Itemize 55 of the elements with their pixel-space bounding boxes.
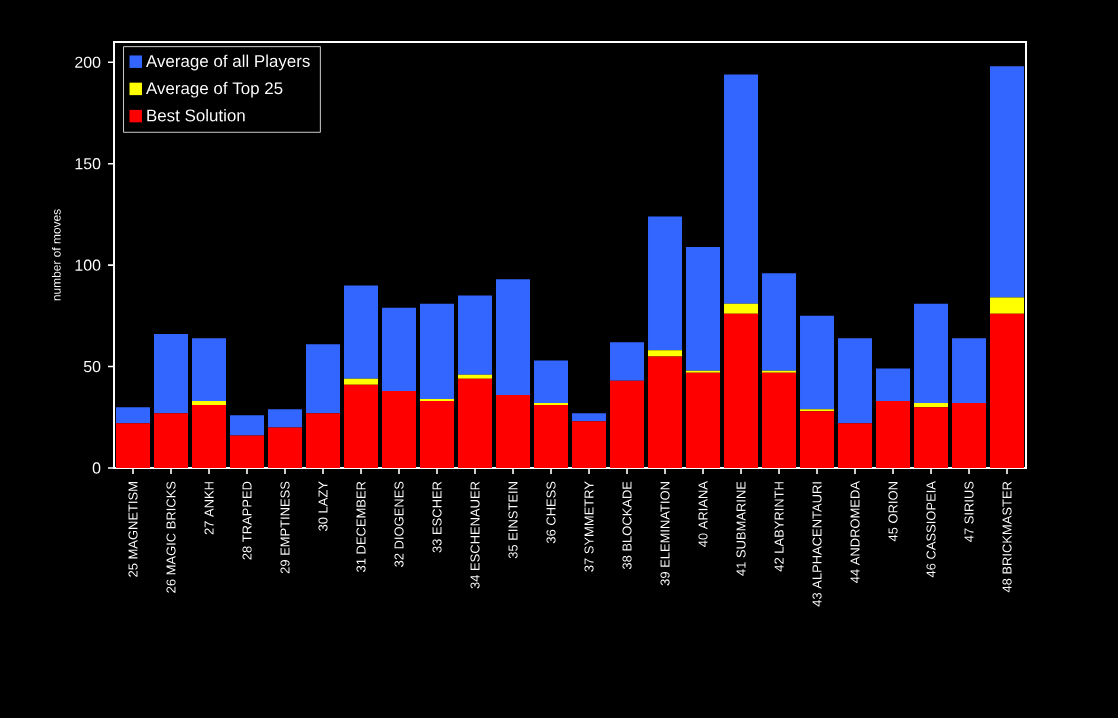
bar — [648, 356, 683, 468]
bar — [116, 407, 151, 424]
bar — [458, 295, 493, 375]
bar — [344, 285, 379, 379]
bar — [192, 338, 227, 402]
bar — [990, 66, 1025, 298]
legend-label: Best Solution — [147, 109, 245, 122]
bar — [610, 342, 645, 381]
bar — [192, 405, 227, 468]
bar — [724, 303, 759, 314]
bar — [800, 315, 835, 410]
bar — [268, 409, 303, 428]
bar — [230, 415, 265, 436]
bar — [762, 372, 797, 468]
bar — [268, 427, 303, 468]
bar — [572, 421, 607, 468]
bar — [686, 372, 721, 468]
bar — [990, 313, 1025, 468]
bar — [876, 401, 911, 468]
bar — [344, 378, 379, 385]
bar — [762, 273, 797, 371]
bar — [382, 307, 417, 391]
bar — [724, 313, 759, 468]
bar — [572, 413, 607, 422]
bar — [838, 423, 873, 468]
legend-label: Average of all Players — [145, 54, 310, 71]
bar — [800, 411, 835, 468]
bar — [914, 303, 949, 404]
bar — [838, 338, 873, 424]
bar — [458, 378, 493, 468]
bar — [230, 435, 265, 468]
bar — [382, 390, 417, 468]
bar — [534, 405, 569, 468]
bar — [496, 394, 531, 468]
bar — [724, 74, 759, 304]
bar — [610, 380, 645, 468]
bar — [496, 279, 531, 395]
bar — [648, 216, 683, 351]
bar — [154, 334, 189, 414]
bar — [534, 360, 569, 404]
bar — [648, 350, 683, 357]
bar — [952, 403, 987, 468]
bar — [420, 401, 455, 468]
bar — [116, 423, 151, 468]
bar — [952, 338, 987, 404]
bar — [420, 303, 455, 400]
bar — [306, 344, 341, 414]
bar — [686, 246, 721, 371]
bar — [876, 368, 911, 402]
legend-label: Average of Top 25 — [145, 81, 283, 98]
bar — [914, 407, 949, 468]
bar — [990, 297, 1025, 314]
bar — [306, 413, 341, 468]
bar — [154, 413, 189, 468]
bar — [344, 384, 379, 468]
